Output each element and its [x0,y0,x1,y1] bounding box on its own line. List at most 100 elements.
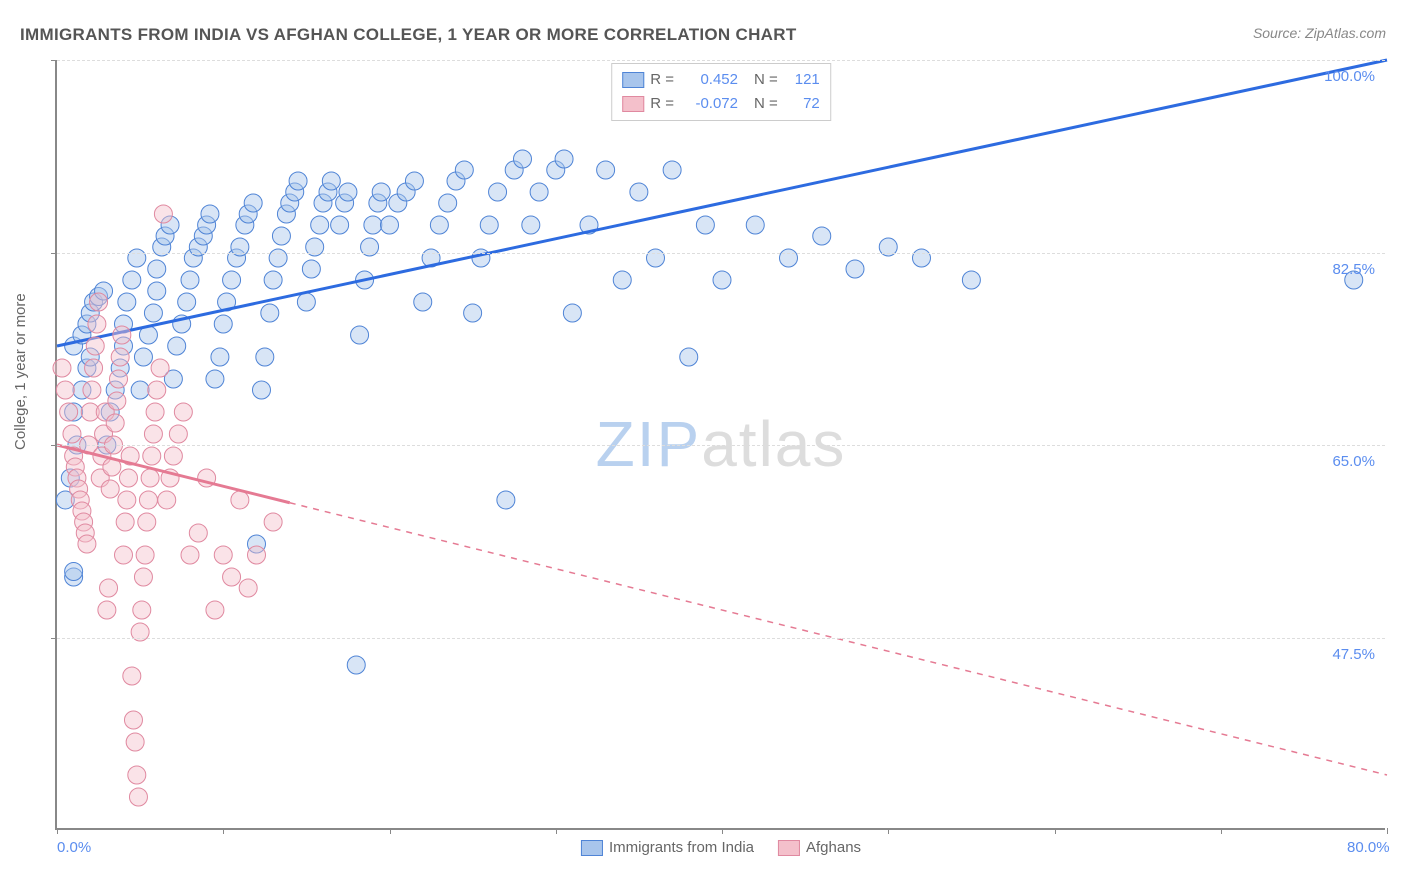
data-point [555,150,573,168]
data-point [108,392,126,410]
data-point [597,161,615,179]
data-point [148,282,166,300]
gridline [57,638,1385,639]
legend-series-label: Afghans [806,839,861,856]
data-point [489,183,507,201]
data-point [347,656,365,674]
data-point [146,403,164,421]
y-axis-label: College, 1 year or more [12,293,29,450]
data-point [264,271,282,289]
legend-swatch [778,840,800,856]
data-point [223,568,241,586]
data-point [522,216,540,234]
data-point [455,161,473,179]
data-point [264,513,282,531]
data-point [223,271,241,289]
y-tick-mark [51,60,57,61]
legend-n-label: N = [754,68,778,92]
y-tick-label: 82.5% [1332,261,1375,278]
data-point [143,447,161,465]
data-point [123,667,141,685]
chart-container: IMMIGRANTS FROM INDIA VS AFGHAN COLLEGE,… [0,0,1406,892]
data-point [364,216,382,234]
y-tick-label: 65.0% [1332,453,1375,470]
x-tick-mark [888,828,889,834]
gridline [57,253,1385,254]
data-point [696,216,714,234]
data-point [331,216,349,234]
gridline [57,445,1385,446]
data-point [100,579,118,597]
legend-n-label: N = [754,92,778,116]
legend-correlation: R =0.452N =121R =-0.072N =72 [611,63,831,121]
data-point [663,161,681,179]
legend-r-label: R = [650,92,674,116]
y-tick-mark [51,638,57,639]
data-point [530,183,548,201]
data-point [189,524,207,542]
legend-n-value: 121 [784,68,820,92]
legend-r-value: -0.072 [680,92,738,116]
plot-area: ZIPatlas R =0.452N =121R =-0.072N =72 Im… [55,60,1385,830]
data-point [134,568,152,586]
data-point [85,359,103,377]
data-point [174,403,192,421]
data-point [680,348,698,366]
data-point [430,216,448,234]
data-point [158,491,176,509]
legend-swatch [622,72,644,88]
y-tick-mark [51,253,57,254]
data-point [131,381,149,399]
data-point [60,403,78,421]
chart-svg [57,60,1385,828]
legend-swatch [581,840,603,856]
data-point [124,711,142,729]
data-point [480,216,498,234]
data-point [322,172,340,190]
data-point [846,260,864,278]
data-point [111,348,129,366]
legend-n-value: 72 [784,92,820,116]
data-point [118,491,136,509]
x-tick-mark [57,828,58,834]
data-point [630,183,648,201]
data-point [181,271,199,289]
data-point [297,293,315,311]
x-tick-mark [390,828,391,834]
data-point [115,546,133,564]
data-point [351,326,369,344]
data-point [118,293,136,311]
data-point [514,150,532,168]
data-point [144,304,162,322]
data-point [211,348,229,366]
gridline [57,60,1385,61]
data-point [78,535,96,553]
data-point [289,172,307,190]
x-tick-mark [556,828,557,834]
chart-title: IMMIGRANTS FROM INDIA VS AFGHAN COLLEGE,… [20,25,797,45]
data-point [252,381,270,399]
data-point [113,326,131,344]
data-point [414,293,432,311]
x-tick-label: 0.0% [57,839,91,856]
data-point [141,469,159,487]
data-point [497,491,515,509]
data-point [110,370,128,388]
data-point [713,271,731,289]
data-point [372,183,390,201]
data-point [214,315,232,333]
data-point [464,304,482,322]
data-point [139,491,157,509]
data-point [129,788,147,806]
x-tick-mark [1055,828,1056,834]
data-point [381,216,399,234]
data-point [563,304,581,322]
data-point [206,370,224,388]
legend-swatch [622,96,644,112]
data-point [214,546,232,564]
data-point [302,260,320,278]
data-point [169,425,187,443]
data-point [439,194,457,212]
data-point [239,579,257,597]
data-point [53,359,71,377]
